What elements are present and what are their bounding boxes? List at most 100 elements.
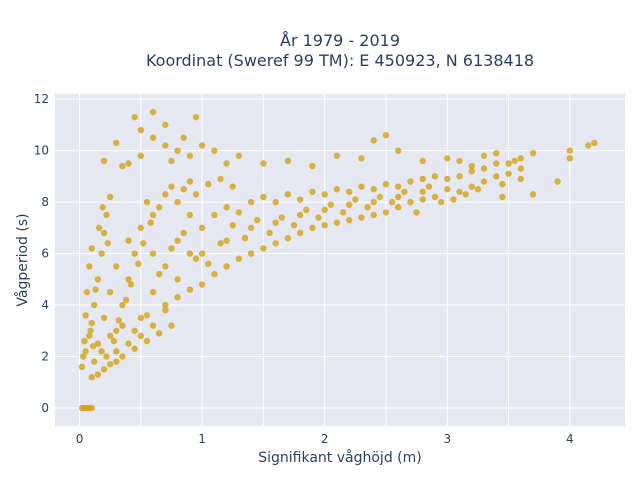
- data-point: [86, 332, 93, 340]
- data-point: [431, 173, 439, 180]
- data-point: [192, 113, 200, 121]
- data-point: [217, 175, 224, 183]
- data-point: [388, 198, 396, 206]
- data-point: [186, 211, 194, 219]
- data-point: [395, 183, 402, 190]
- data-point: [272, 240, 279, 247]
- data-point: [149, 211, 157, 219]
- data-point: [115, 317, 122, 324]
- data-point: [474, 186, 482, 193]
- x-axis-label: Signifikant våghöjd (m): [258, 449, 421, 466]
- data-point: [137, 126, 145, 134]
- data-point: [119, 162, 126, 170]
- data-point: [180, 134, 187, 141]
- x-tick-label: 3: [443, 432, 451, 446]
- data-point: [186, 152, 194, 159]
- data-point: [94, 276, 102, 283]
- data-point: [309, 188, 316, 195]
- data-point: [456, 188, 463, 195]
- data-point: [468, 162, 475, 170]
- data-point: [223, 237, 230, 244]
- data-point: [407, 178, 414, 185]
- data-point: [254, 216, 261, 224]
- data-point: [119, 301, 126, 309]
- data-point: [137, 332, 145, 340]
- data-point: [223, 160, 230, 167]
- data-point: [229, 183, 236, 190]
- data-point: [155, 270, 163, 278]
- data-point: [529, 149, 537, 157]
- data-point: [272, 198, 279, 206]
- data-point: [260, 245, 267, 252]
- data-point: [419, 175, 426, 183]
- data-point: [110, 337, 118, 345]
- data-point: [186, 250, 194, 257]
- data-point: [345, 216, 353, 224]
- data-point: [98, 250, 105, 257]
- data-point: [505, 170, 512, 177]
- data-point: [162, 263, 169, 270]
- x-axis-ticks: 0 1 2 3 4: [76, 432, 574, 446]
- data-point: [198, 142, 206, 149]
- data-point: [462, 191, 469, 198]
- data-point: [296, 196, 304, 203]
- data-point: [585, 142, 592, 149]
- data-point: [127, 281, 135, 288]
- data-point: [180, 229, 187, 237]
- data-point: [358, 155, 365, 162]
- data-point: [125, 276, 132, 283]
- data-point: [444, 186, 451, 193]
- data-point: [143, 312, 151, 319]
- y-tick-label: 8: [41, 195, 49, 209]
- data-point: [370, 137, 377, 144]
- data-point: [131, 113, 138, 121]
- data-point: [149, 250, 157, 257]
- data-point: [143, 337, 151, 345]
- data-points: [78, 108, 598, 412]
- data-point: [554, 178, 561, 185]
- data-point: [100, 157, 108, 165]
- data-point: [100, 314, 108, 322]
- data-point: [83, 288, 91, 296]
- data-point: [480, 152, 488, 159]
- data-point: [174, 147, 181, 154]
- data-point: [174, 294, 181, 301]
- data-point: [235, 152, 243, 159]
- data-point: [395, 204, 402, 211]
- data-point: [493, 149, 500, 157]
- data-point: [106, 361, 114, 368]
- data-point: [168, 245, 175, 252]
- data-point: [321, 206, 328, 214]
- data-point: [98, 348, 105, 355]
- x-tick-label: 0: [76, 432, 84, 446]
- data-point: [456, 157, 463, 165]
- data-point: [174, 237, 181, 244]
- data-point: [358, 214, 365, 221]
- data-point: [125, 340, 132, 347]
- data-point: [382, 131, 390, 139]
- data-point: [125, 160, 132, 167]
- data-point: [131, 250, 138, 257]
- data-point: [235, 209, 243, 216]
- data-point: [113, 327, 120, 334]
- data-point: [100, 229, 108, 237]
- data-point: [87, 327, 94, 334]
- data-point: [217, 240, 224, 247]
- data-point: [94, 340, 102, 347]
- data-point: [395, 193, 402, 201]
- data-point: [149, 108, 157, 116]
- x-tick-label: 2: [321, 432, 329, 446]
- data-point: [104, 240, 111, 247]
- data-point: [456, 173, 463, 180]
- data-point: [284, 234, 292, 242]
- data-point: [370, 211, 377, 219]
- data-point: [106, 288, 114, 296]
- data-point: [162, 121, 169, 129]
- data-point: [284, 157, 292, 165]
- data-point: [106, 332, 114, 340]
- data-point: [511, 157, 518, 165]
- data-point: [450, 196, 457, 203]
- data-point: [137, 224, 145, 232]
- data-point: [211, 147, 218, 154]
